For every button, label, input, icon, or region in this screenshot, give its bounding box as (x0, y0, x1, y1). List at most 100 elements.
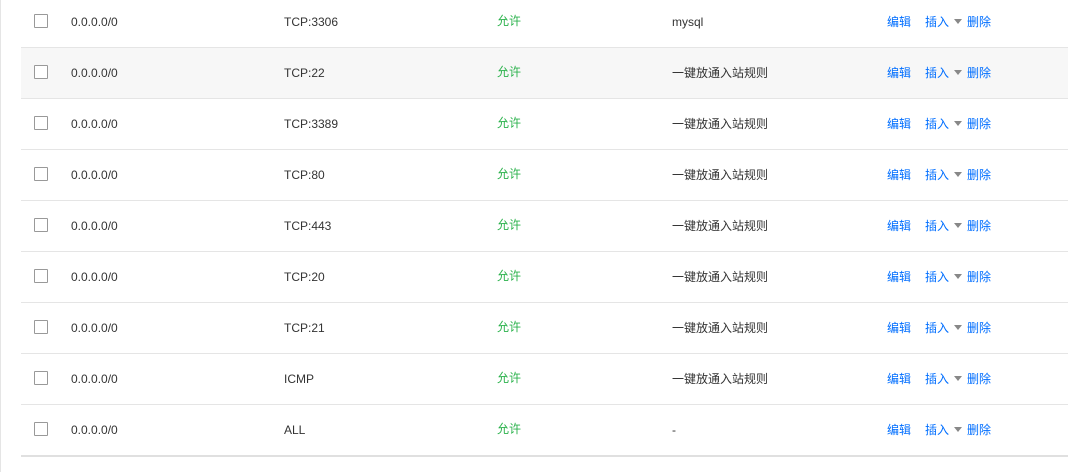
row-checkbox[interactable] (34, 167, 48, 181)
row-checkbox[interactable] (34, 14, 48, 28)
delete-link[interactable]: 删除 (967, 372, 992, 386)
edit-link[interactable]: 编辑 (887, 423, 912, 437)
insert-dropdown[interactable]: 插入 (925, 201, 967, 251)
table-row: 0.0.0.0/0 ICMP 允许 一键放通入站规则 编辑 插入 删除 (21, 354, 1068, 405)
row-checkbox[interactable] (34, 422, 48, 436)
rule-remark: 一键放通入站规则 (672, 219, 769, 233)
rule-operations: 编辑 插入 删除 (887, 150, 991, 200)
rule-source: 0.0.0.0/0 (71, 168, 118, 182)
rule-policy: 允许 (497, 218, 522, 232)
delete-link[interactable]: 删除 (967, 219, 992, 233)
insert-link[interactable]: 插入 (925, 321, 950, 335)
caret-down-icon[interactable] (954, 376, 963, 381)
delete-link[interactable]: 删除 (967, 168, 992, 182)
rule-protocol-port: TCP:3306 (284, 15, 339, 29)
row-checkbox[interactable] (34, 371, 48, 385)
rule-protocol-port: ICMP (284, 372, 314, 386)
rule-protocol-port: TCP:80 (284, 168, 325, 182)
edit-link[interactable]: 编辑 (887, 372, 912, 386)
caret-down-icon[interactable] (954, 19, 963, 24)
insert-dropdown[interactable]: 插入 (925, 48, 967, 98)
rule-policy: 允许 (497, 269, 522, 283)
insert-link[interactable]: 插入 (925, 270, 950, 284)
table-row: 0.0.0.0/0 TCP:21 允许 一键放通入站规则 编辑 插入 删除 (21, 303, 1068, 354)
rule-remark: 一键放通入站规则 (672, 117, 769, 131)
insert-dropdown[interactable]: 插入 (925, 405, 967, 455)
insert-link[interactable]: 插入 (925, 66, 950, 80)
rule-source: 0.0.0.0/0 (71, 372, 118, 386)
insert-dropdown[interactable]: 插入 (925, 99, 967, 149)
insert-dropdown[interactable]: 插入 (925, 0, 967, 47)
panel-left-border (0, 0, 1, 472)
table-row: 0.0.0.0/0 TCP:80 允许 一键放通入站规则 编辑 插入 删除 (21, 150, 1068, 201)
caret-down-icon[interactable] (954, 172, 963, 177)
rule-policy: 允许 (497, 65, 522, 79)
table-row: 0.0.0.0/0 TCP:443 允许 一键放通入站规则 编辑 插入 删除 (21, 201, 1068, 252)
delete-link[interactable]: 删除 (967, 423, 992, 437)
row-checkbox[interactable] (34, 218, 48, 232)
row-checkbox[interactable] (34, 116, 48, 130)
rule-protocol-port: TCP:20 (284, 270, 325, 284)
table-row: 0.0.0.0/0 TCP:3389 允许 一键放通入站规则 编辑 插入 删除 (21, 99, 1068, 150)
rule-policy: 允许 (497, 320, 522, 334)
rule-protocol-port: TCP:21 (284, 321, 325, 335)
delete-link[interactable]: 删除 (967, 15, 992, 29)
caret-down-icon[interactable] (954, 70, 963, 75)
inbound-rules-table: 0.0.0.0/0 TCP:3306 允许 mysql 编辑 插入 删除 0.0.0.0/0 T… (21, 0, 1068, 457)
insert-link[interactable]: 插入 (925, 117, 950, 131)
rule-operations: 编辑 插入 删除 (887, 48, 991, 98)
insert-link[interactable]: 插入 (925, 423, 950, 437)
edit-link[interactable]: 编辑 (887, 168, 912, 182)
table-row: 0.0.0.0/0 TCP:22 允许 一键放通入站规则 编辑 插入 删除 (21, 48, 1068, 99)
rule-remark: 一键放通入站规则 (672, 270, 769, 284)
edit-link[interactable]: 编辑 (887, 15, 912, 29)
insert-link[interactable]: 插入 (925, 168, 950, 182)
edit-link[interactable]: 编辑 (887, 270, 912, 284)
caret-down-icon[interactable] (954, 427, 963, 432)
rule-operations: 编辑 插入 删除 (887, 99, 991, 149)
caret-down-icon[interactable] (954, 325, 963, 330)
rule-remark: 一键放通入站规则 (672, 66, 769, 80)
insert-dropdown[interactable]: 插入 (925, 150, 967, 200)
insert-dropdown[interactable]: 插入 (925, 354, 967, 404)
table-row: 0.0.0.0/0 TCP:3306 允许 mysql 编辑 插入 删除 (21, 0, 1068, 48)
edit-link[interactable]: 编辑 (887, 117, 912, 131)
table-row: 0.0.0.0/0 TCP:20 允许 一键放通入站规则 编辑 插入 删除 (21, 252, 1068, 303)
insert-link[interactable]: 插入 (925, 15, 950, 29)
caret-down-icon[interactable] (954, 121, 963, 126)
rule-remark: - (672, 423, 676, 437)
insert-dropdown[interactable]: 插入 (925, 252, 967, 302)
rule-protocol-port: TCP:443 (284, 219, 332, 233)
delete-link[interactable]: 删除 (967, 321, 992, 335)
edit-link[interactable]: 编辑 (887, 66, 912, 80)
rule-source: 0.0.0.0/0 (71, 423, 118, 437)
insert-link[interactable]: 插入 (925, 372, 950, 386)
caret-down-icon[interactable] (954, 223, 963, 228)
edit-link[interactable]: 编辑 (887, 321, 912, 335)
rule-source: 0.0.0.0/0 (71, 66, 118, 80)
rule-source: 0.0.0.0/0 (71, 219, 118, 233)
insert-link[interactable]: 插入 (925, 219, 950, 233)
rule-operations: 编辑 插入 删除 (887, 405, 991, 455)
rule-protocol-port: ALL (284, 423, 306, 437)
edit-link[interactable]: 编辑 (887, 219, 912, 233)
rule-source: 0.0.0.0/0 (71, 270, 118, 284)
caret-down-icon[interactable] (954, 274, 963, 279)
row-checkbox[interactable] (34, 269, 48, 283)
rule-policy: 允许 (497, 116, 522, 130)
rule-source: 0.0.0.0/0 (71, 117, 118, 131)
rule-policy: 允许 (497, 422, 522, 436)
rule-policy: 允许 (497, 14, 522, 28)
rule-source: 0.0.0.0/0 (71, 15, 118, 29)
row-checkbox[interactable] (34, 65, 48, 79)
rule-operations: 编辑 插入 删除 (887, 303, 991, 353)
insert-dropdown[interactable]: 插入 (925, 303, 967, 353)
delete-link[interactable]: 删除 (967, 66, 992, 80)
rule-operations: 编辑 插入 删除 (887, 0, 991, 47)
delete-link[interactable]: 删除 (967, 270, 992, 284)
rule-operations: 编辑 插入 删除 (887, 252, 991, 302)
rule-policy: 允许 (497, 167, 522, 181)
row-checkbox[interactable] (34, 320, 48, 334)
delete-link[interactable]: 删除 (967, 117, 992, 131)
